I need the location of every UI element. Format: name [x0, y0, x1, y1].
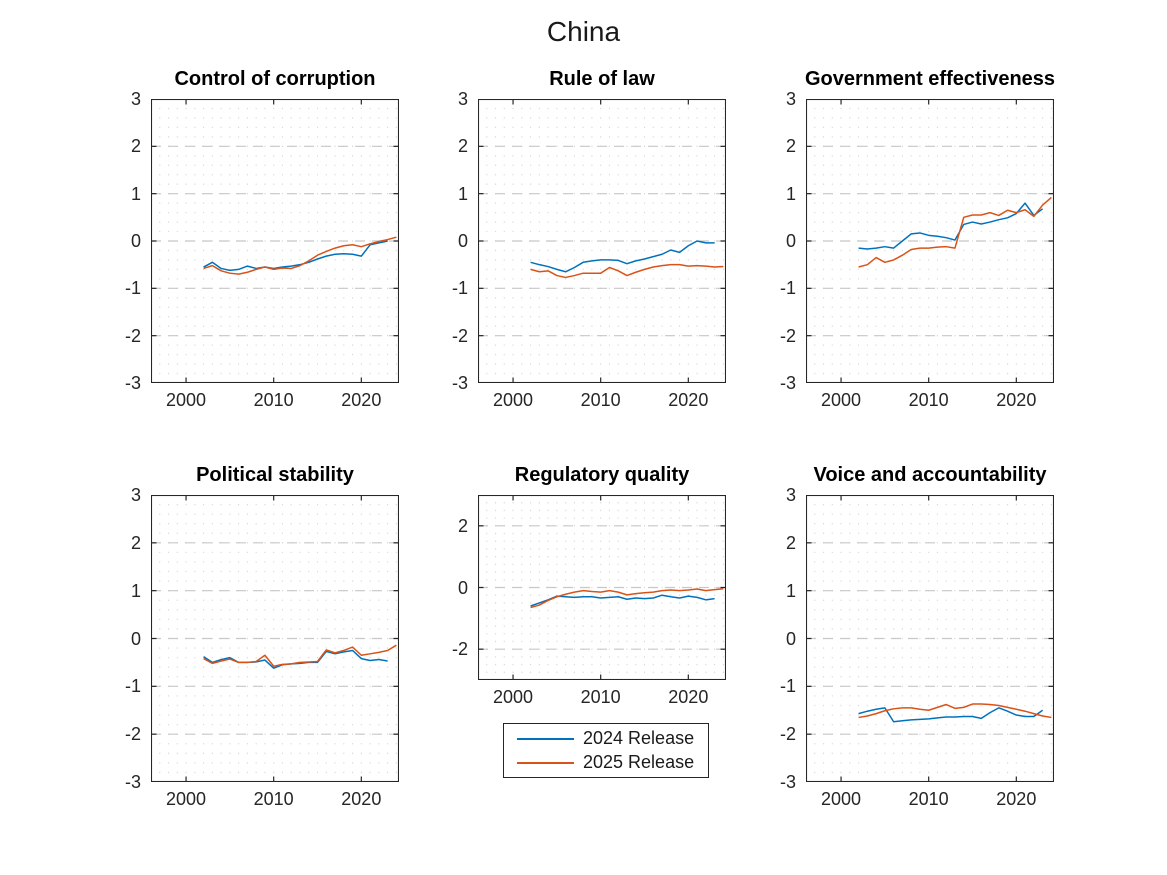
y-tick-label: 3: [785, 485, 796, 505]
subplot-title-control-of-corruption: Control of corruption: [174, 68, 376, 90]
x-tick-label: 2010: [908, 390, 949, 410]
y-tick-label: 1: [130, 183, 141, 204]
x-tick-label: 2000: [821, 390, 862, 410]
subplot-control-of-corruption: Control of corruption 2000 2010 2020 -3 -2 -1…: [125, 68, 399, 410]
series-line-2025-release: [203, 644, 397, 667]
subplot-government-effectiveness: Government effectiveness 2000 2010 2020 -3 -…: [780, 68, 1055, 410]
subplot-title-rule-of-law: Rule of law: [549, 68, 655, 90]
y-tick-label: 2: [130, 136, 141, 157]
series-line-2024-release: [858, 202, 1044, 250]
subplot-title-government-effectiveness: Government effectiveness: [804, 68, 1056, 90]
plot-area: [151, 99, 399, 383]
y-tick-label: 2: [457, 136, 468, 157]
y-tick-label: 0: [785, 628, 796, 649]
y-tick-label: 0: [130, 628, 141, 649]
y-tick-label: 0: [457, 231, 468, 251]
plot-area: [806, 99, 1054, 383]
subplot-regulatory-quality: Regulatory quality 2000 2010 2020 -2 0 2: [452, 464, 726, 707]
y-tick-label: -2: [124, 325, 141, 346]
legend-row-2025-release: 2025 Release: [517, 753, 708, 772]
series-line-2025-release: [858, 196, 1052, 268]
x-tick-label: 2010: [253, 390, 294, 410]
series-line-2025-release: [203, 236, 397, 275]
plot-area: [151, 495, 399, 782]
y-tick-label: 2: [785, 136, 796, 157]
y-tick-label: -3: [779, 373, 796, 393]
y-tick-label: 0: [785, 231, 796, 251]
y-tick-label: -2: [779, 325, 796, 346]
subplot-rule-of-law: Rule of law 2000 2010 2020 -3 -2 -1 0 1 2 3: [452, 68, 726, 410]
legend-label-2024-release: 2024 Release: [583, 728, 695, 748]
x-tick-label: 2020: [996, 789, 1037, 809]
y-tick-label: 2: [785, 532, 796, 553]
y-tick-label: 1: [785, 580, 796, 601]
y-tick-label: -1: [779, 278, 796, 299]
y-tick-label: -1: [124, 278, 141, 299]
plot-area: [478, 495, 726, 680]
x-tick-label: 2000: [166, 390, 207, 410]
y-tick-label: -3: [124, 373, 141, 393]
x-tick-label: 2000: [166, 789, 207, 809]
series-line-2024-release: [530, 594, 715, 607]
y-tick-label: 1: [457, 183, 468, 204]
x-tick-label: 2020: [668, 390, 709, 410]
series-line-2025-release: [858, 703, 1052, 719]
series-line-2025-release: [530, 587, 724, 609]
y-tick-label: -1: [124, 676, 141, 697]
subplot-political-stability: Political stability 2000 2010 2020 -3 -2 -1 0 1…: [125, 464, 399, 809]
subplot-title-voice-and-accountability: Voice and accountability: [813, 464, 1047, 486]
x-tick-label: 2010: [253, 789, 294, 809]
x-tick-label: 2010: [908, 789, 949, 809]
x-tick-label: 2020: [341, 789, 382, 809]
x-tick-label: 2000: [821, 789, 862, 809]
figure-title: China: [546, 16, 621, 47]
y-tick-label: -1: [779, 676, 796, 697]
y-tick-label: -1: [451, 278, 468, 299]
series-line-2025-release: [530, 263, 724, 279]
x-tick-label: 2020: [341, 390, 382, 410]
series-line-2024-release: [203, 240, 388, 272]
legend: 2024 Release 2025 Release: [503, 723, 709, 778]
subplot-title-political-stability: Political stability: [196, 464, 354, 486]
y-tick-label: 0: [130, 231, 141, 251]
x-tick-label: 2000: [493, 687, 534, 707]
y-tick-label: -3: [124, 772, 141, 792]
series-line-2024-release: [530, 240, 715, 273]
legend-line-swatch-blue: [517, 737, 574, 740]
subplot-voice-and-accountability: Voice and accountability 2000 2010 2020 -3 -…: [780, 464, 1054, 809]
y-tick-label: 3: [130, 89, 141, 109]
y-tick-label: 2: [457, 515, 468, 536]
y-tick-label: 2: [130, 532, 141, 553]
y-tick-label: -3: [779, 772, 796, 792]
y-tick-label: -2: [124, 724, 141, 745]
y-tick-label: -3: [451, 373, 468, 393]
x-tick-label: 2020: [668, 687, 709, 707]
plot-area: [806, 495, 1054, 782]
y-tick-label: 3: [457, 89, 468, 109]
y-tick-label: -2: [451, 639, 468, 660]
y-tick-label: 1: [130, 580, 141, 601]
y-tick-label: 0: [457, 577, 468, 598]
y-tick-label: 3: [785, 89, 796, 109]
y-tick-label: -2: [779, 724, 796, 745]
legend-line-swatch-orange: [517, 761, 574, 764]
legend-label-2025-release: 2025 Release: [583, 752, 695, 772]
subplot-title-regulatory-quality: Regulatory quality: [514, 464, 690, 486]
legend-row-2024-release: 2024 Release: [517, 729, 708, 748]
x-tick-label: 2000: [493, 390, 534, 410]
y-tick-label: 3: [130, 485, 141, 505]
y-tick-label: 1: [785, 183, 796, 204]
y-tick-label: -2: [451, 325, 468, 346]
x-tick-label: 2010: [580, 390, 621, 410]
x-tick-label: 2010: [580, 687, 621, 707]
x-tick-label: 2020: [996, 390, 1037, 410]
series-line-2024-release: [858, 707, 1044, 723]
plot-area: [478, 99, 726, 383]
